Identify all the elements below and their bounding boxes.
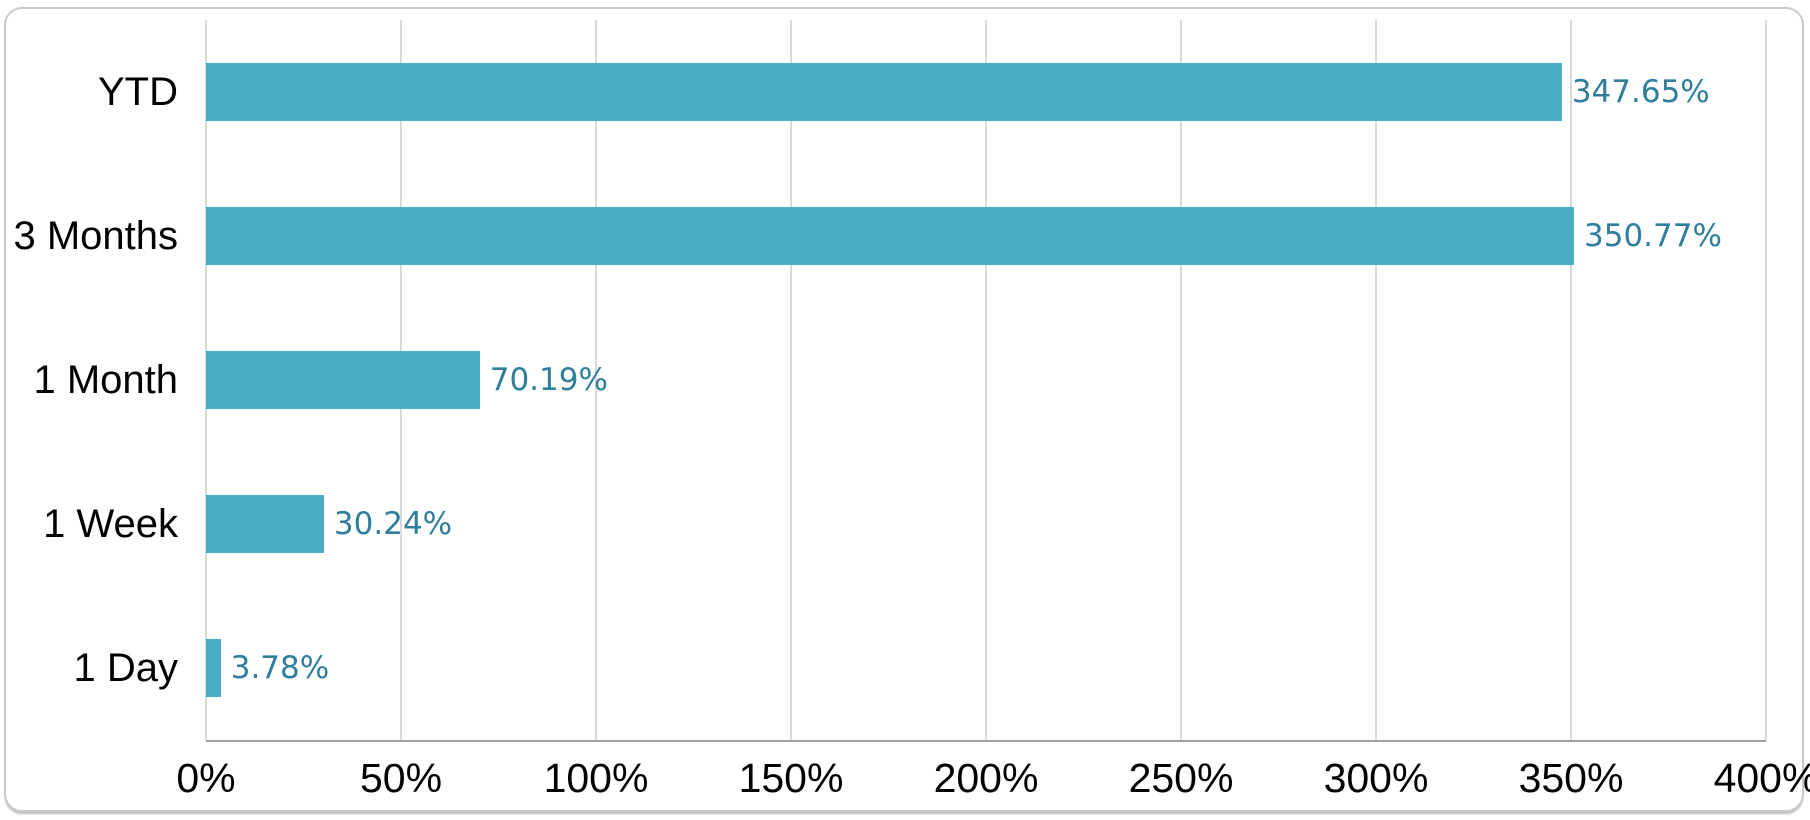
category-label-ytd: YTD: [98, 70, 178, 114]
gridline-200%: [985, 20, 987, 740]
x-axis-line: [206, 740, 1766, 742]
data-label-ytd: 347.65%: [1571, 74, 1710, 110]
tick-label-400%: 400%: [1713, 755, 1810, 801]
tick-label-250%: 250%: [1128, 755, 1234, 801]
data-label-1-month: 70.19%: [489, 362, 608, 398]
tick-label-0%: 0%: [176, 755, 236, 801]
gridline-400%: [1765, 20, 1767, 740]
tick-label-300%: 300%: [1323, 755, 1429, 801]
tick-label-50%: 50%: [359, 755, 443, 801]
tick-label-200%: 200%: [933, 755, 1039, 801]
bar-ytd: [206, 63, 1562, 121]
tick-label-100%: 100%: [543, 755, 649, 801]
tick-label-150%: 150%: [738, 755, 844, 801]
bar-1-week: [206, 495, 324, 553]
plot-area: 347.65% 350.77% 70.19% 30.24% 3.78%: [205, 20, 1767, 742]
bar-1-month: [206, 351, 480, 409]
data-label-1-week: 30.24%: [333, 506, 453, 542]
bar-3-months: [206, 207, 1574, 265]
category-label-1-day: 1 Day: [73, 646, 179, 690]
bar-1-day: [206, 639, 221, 697]
category-label-3-months: 3 Months: [13, 214, 178, 258]
gridline-300%: [1375, 20, 1377, 740]
gridline-350%: [1570, 20, 1572, 740]
tick-label-350%: 350%: [1518, 755, 1624, 801]
chart-card: 347.65% 350.77% 70.19% 30.24% 3.78% YTD 3 Mon…: [4, 7, 1810, 812]
data-label-3-months: 350.77%: [1584, 218, 1722, 254]
gridline-150%: [790, 20, 792, 740]
gridline-100%: [595, 20, 597, 740]
category-label-1-month: 1 Month: [33, 358, 178, 402]
category-label-1-week: 1 Week: [43, 502, 178, 546]
data-label-1-day: 3.78%: [230, 650, 330, 686]
gridline-250%: [1180, 20, 1182, 740]
